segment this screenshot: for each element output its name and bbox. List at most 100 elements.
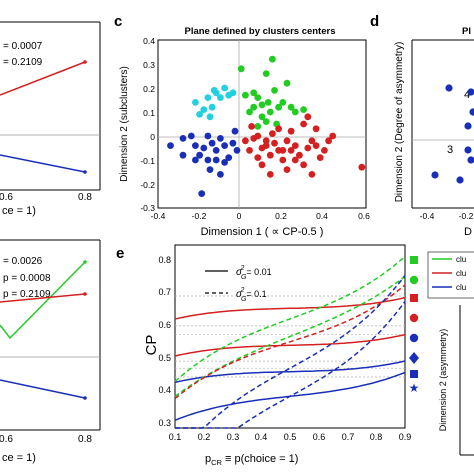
panel-c-point-green bbox=[269, 55, 276, 63]
panel-e-curve bbox=[174, 296, 406, 320]
panel-c-point-cyan bbox=[221, 84, 229, 92]
panel-c-point-green bbox=[291, 108, 299, 116]
panel-c-xlabel: Dimension 1 ( ∝ CP-0.5 ) bbox=[201, 226, 324, 238]
panel-a-partial: = 0.0007 = 0.2109 0.6 0.8 ce = 1) bbox=[0, 21, 101, 217]
panel-d-ylabel: Dimension 2 (Degree of asymmetry) bbox=[394, 42, 405, 203]
panel-c-point-blue bbox=[233, 147, 241, 154]
panel-c-point-red bbox=[266, 151, 274, 159]
legend-sigma: σ bbox=[236, 267, 243, 278]
panel-e-xtick: 0.1 bbox=[169, 432, 182, 442]
legend-solid-value: = 0.01 bbox=[246, 267, 271, 277]
marker-blue-diamond bbox=[409, 352, 419, 364]
panel-d-point bbox=[464, 146, 472, 154]
panel-c-point-red bbox=[279, 156, 287, 164]
panel-d-annotation-3: 3 bbox=[447, 144, 453, 156]
panel-c-point-red bbox=[275, 125, 282, 133]
panel-e-ytick: 0.7 bbox=[158, 287, 171, 297]
right-legend-label: clu bbox=[456, 255, 466, 264]
panel-c-point-blue bbox=[196, 151, 204, 159]
panel-d-point bbox=[456, 176, 464, 184]
panel-c-point-red bbox=[283, 137, 291, 145]
marker-red-square bbox=[410, 294, 418, 302]
panel-d-point bbox=[464, 122, 472, 130]
panel-c-point-red bbox=[308, 137, 316, 145]
panel-c-point-red bbox=[300, 120, 307, 128]
panel-b-red-line bbox=[0, 293, 86, 303]
panel-e-frame bbox=[174, 244, 406, 429]
panel-a-blue-point bbox=[83, 170, 87, 174]
panel-c-point-blue bbox=[179, 151, 187, 159]
panel-c-point-cyan bbox=[196, 111, 204, 118]
panel-e-ytick: 0.4 bbox=[158, 385, 171, 395]
panel-e-xtick: 0.2 bbox=[198, 432, 211, 442]
panel-c-yticks: 0.4 0.3 0.2 0.1 0 -0.1 -0.2 -0.3 bbox=[140, 36, 155, 213]
panel-c-point-cyan bbox=[204, 94, 212, 101]
panel-b-stat-2: p = 0.0008 bbox=[3, 273, 51, 284]
panel-c-points bbox=[167, 55, 366, 198]
panel-d-points bbox=[431, 84, 474, 184]
legend-sigma-sub: G bbox=[241, 274, 247, 281]
panel-c-point-blue bbox=[231, 127, 239, 135]
panel-e-ylabel: CP bbox=[143, 335, 160, 356]
panel-a-blue-line bbox=[0, 154, 86, 173]
panel-c-xticks: -0.4 -0.2 0 0.2 0.4 0.6 bbox=[151, 211, 371, 221]
panel-e-curve bbox=[175, 275, 406, 429]
panel-c-point-red bbox=[296, 151, 303, 159]
legend-sigma-sup: 2 bbox=[239, 265, 244, 272]
panel-b-xtick: 0.8 bbox=[78, 434, 92, 445]
panel-c: c Plane defined by clusters centers -0.4… bbox=[114, 13, 370, 238]
panel-c-point-green bbox=[275, 103, 282, 111]
panel-e-xtick: 0.7 bbox=[342, 432, 355, 442]
panel-c-point-cyan bbox=[200, 106, 208, 113]
marker-green-square bbox=[410, 256, 418, 264]
panel-c-point-red bbox=[254, 154, 262, 162]
panel-c-point-green bbox=[258, 113, 266, 121]
panel-e-curve bbox=[174, 333, 406, 357]
panel-e-ytick: 0.6 bbox=[158, 320, 171, 330]
panel-c-xtick: -0.4 bbox=[151, 211, 166, 221]
panel-c-point-green bbox=[254, 123, 262, 130]
panel-c-point-blue bbox=[221, 159, 229, 166]
panel-c-point-red bbox=[275, 147, 282, 154]
panel-c-point-red bbox=[269, 130, 276, 138]
panel-c-point-red bbox=[246, 147, 253, 154]
panel-d-annotation-4: 4 bbox=[464, 89, 470, 101]
panel-c-point-red bbox=[283, 166, 291, 174]
panel-c-point-blue bbox=[179, 135, 187, 142]
panel-c-point-green bbox=[279, 99, 287, 106]
panel-b-stat-3: p = 0.2109 bbox=[3, 289, 51, 300]
panel-c-point-red bbox=[271, 139, 278, 147]
panel-c-point-green bbox=[250, 89, 258, 97]
panel-a-xtick: 0.8 bbox=[78, 192, 92, 203]
panel-c-point-red bbox=[325, 137, 332, 145]
panel-c-point-blue bbox=[198, 190, 206, 198]
panel-c-ytick: -0.1 bbox=[140, 156, 155, 166]
panel-c-point-blue bbox=[167, 142, 174, 150]
panel-c-ytick: -0.3 bbox=[140, 203, 155, 213]
panel-c-xtick: 0.6 bbox=[358, 211, 370, 221]
panel-c-point-red bbox=[308, 171, 316, 178]
panel-c-point-red bbox=[287, 147, 295, 154]
panel-b-blue-point bbox=[83, 396, 87, 400]
panel-c-point-blue bbox=[200, 144, 208, 152]
panel-e-curves bbox=[174, 255, 406, 429]
panel-c-point-blue bbox=[204, 156, 212, 164]
panel-e-ytick: 0.3 bbox=[158, 418, 171, 428]
panel-d-letter: d bbox=[370, 13, 379, 30]
panel-c-point-cyan bbox=[208, 103, 216, 111]
panel-c-point-blue bbox=[225, 154, 233, 162]
legend-sigma: σ bbox=[236, 289, 243, 300]
panel-c-ylabel: Dimension 2 (subclusters) bbox=[119, 66, 130, 182]
right-ylabel: Dimension 2 (asymmetry) bbox=[438, 329, 448, 432]
panel-b-red-point bbox=[83, 292, 87, 296]
panel-c-point-cyan bbox=[229, 89, 237, 97]
panel-c-point-blue bbox=[217, 135, 224, 142]
panel-c-point-cyan bbox=[217, 94, 224, 101]
panel-c-point-red bbox=[262, 137, 270, 145]
panel-b-green-point bbox=[83, 260, 87, 264]
panel-e-xlabel: pCR ≡ p(choice = 1) bbox=[205, 453, 298, 467]
panel-c-point-red bbox=[316, 154, 324, 162]
legend-sigma-sup: 2 bbox=[239, 287, 244, 294]
panel-a-xtick: 0.6 bbox=[0, 192, 13, 203]
panel-c-point-blue bbox=[229, 139, 237, 147]
